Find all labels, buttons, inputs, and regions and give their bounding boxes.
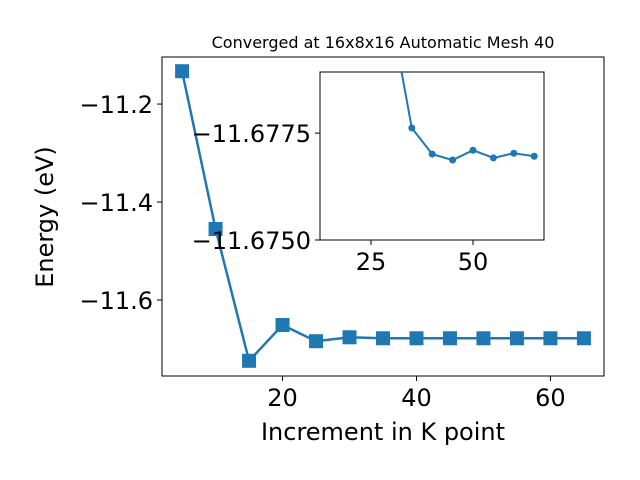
marker bbox=[208, 221, 223, 236]
x-tick-label: 60 bbox=[535, 384, 566, 412]
marker bbox=[175, 64, 190, 79]
x-tick-label: 40 bbox=[401, 384, 432, 412]
marker bbox=[509, 331, 524, 346]
marker bbox=[442, 331, 457, 346]
x-axis-label: Increment in K point bbox=[261, 418, 505, 446]
y-tick-label: −11.6 bbox=[79, 287, 153, 315]
x-tick-label: 20 bbox=[267, 384, 298, 412]
marker bbox=[476, 331, 491, 346]
series-group bbox=[175, 64, 591, 368]
y-tick-label: −11.4 bbox=[79, 189, 153, 217]
marker bbox=[530, 152, 538, 160]
marker bbox=[408, 124, 416, 132]
marker bbox=[489, 154, 497, 162]
series-group bbox=[400, 72, 538, 164]
marker bbox=[309, 334, 324, 349]
marker bbox=[242, 353, 257, 368]
y-tick-label: −11.6750 bbox=[192, 227, 311, 255]
marker bbox=[409, 331, 424, 346]
marker bbox=[342, 330, 357, 345]
x-tick-label: 25 bbox=[356, 248, 387, 276]
marker bbox=[275, 318, 290, 333]
y-axis-label: Energy (eV) bbox=[31, 146, 59, 288]
y-tick-label: −11.6775 bbox=[192, 120, 311, 148]
marker bbox=[543, 331, 558, 346]
marker bbox=[376, 331, 390, 346]
marker bbox=[469, 146, 477, 154]
marker bbox=[510, 149, 518, 157]
x-tick-label: 50 bbox=[458, 248, 489, 276]
marker bbox=[428, 150, 436, 158]
chart-title: Converged at 16x8x16 Automatic Mesh 40 bbox=[212, 33, 555, 52]
marker bbox=[576, 331, 591, 346]
y-tick-label: −11.2 bbox=[79, 91, 153, 119]
marker bbox=[449, 156, 457, 164]
